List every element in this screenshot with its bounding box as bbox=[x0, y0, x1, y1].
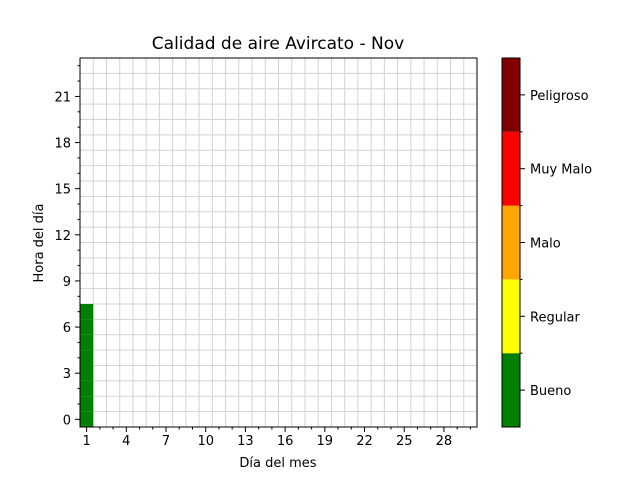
y-tick-label: 3 bbox=[63, 367, 71, 382]
y-tick-label: 18 bbox=[54, 137, 71, 152]
colorbar-label: Peligroso bbox=[530, 89, 589, 104]
y-tick-label: 9 bbox=[63, 275, 71, 290]
colorbar-segment bbox=[502, 58, 520, 132]
colorbar-label: Bueno bbox=[530, 384, 571, 399]
x-tick-label: 19 bbox=[317, 434, 334, 449]
colorbar-segment bbox=[502, 205, 520, 280]
x-tick-label: 4 bbox=[122, 434, 130, 449]
grid bbox=[80, 58, 477, 427]
heatmap-cell bbox=[80, 319, 94, 335]
heatmap-cell bbox=[80, 365, 94, 381]
colorbar: Bueno Regular Malo Muy Malo Peligroso bbox=[501, 57, 592, 428]
heatmap-cell bbox=[80, 334, 94, 351]
x-axis: 1 4 7 10 13 16 19 22 25 28 bbox=[82, 427, 471, 449]
colorbar-segment bbox=[502, 279, 520, 354]
y-tick-label: 0 bbox=[63, 413, 71, 428]
heatmap-cell bbox=[80, 350, 94, 366]
x-tick-label: 10 bbox=[197, 434, 214, 449]
y-tick-label: 6 bbox=[63, 321, 71, 336]
colorbar-frame bbox=[501, 57, 521, 428]
x-tick-label: 7 bbox=[162, 434, 170, 449]
x-tick-label: 22 bbox=[356, 434, 373, 449]
colorbar-label: Regular bbox=[530, 310, 581, 325]
x-tick-label: 25 bbox=[396, 434, 413, 449]
heatmap-cell bbox=[80, 304, 94, 320]
colorbar-segment bbox=[502, 131, 520, 206]
y-tick-label: 15 bbox=[54, 183, 71, 198]
heatmap-cell bbox=[80, 380, 94, 397]
plot-area bbox=[79, 57, 478, 428]
y-axis: 0 3 6 9 12 15 18 21 bbox=[54, 65, 80, 428]
x-tick-label: 13 bbox=[237, 434, 254, 449]
y-axis-label: Hora del día bbox=[32, 204, 47, 283]
x-tick-label: 16 bbox=[277, 434, 294, 449]
heatmap-cell bbox=[80, 411, 94, 427]
colorbar-label: Muy Malo bbox=[530, 163, 592, 178]
colorbar-segment bbox=[502, 353, 520, 427]
x-axis-label: Día del mes bbox=[239, 456, 316, 471]
x-tick-label: 28 bbox=[436, 434, 453, 449]
chart-title: Calidad de aire Avircato - Nov bbox=[152, 34, 404, 54]
heatmap-cell bbox=[80, 396, 94, 412]
heatmap-cells bbox=[80, 304, 94, 427]
colorbar-label: Malo bbox=[530, 237, 561, 252]
y-tick-label: 21 bbox=[54, 90, 71, 105]
x-tick-label: 1 bbox=[82, 434, 90, 449]
y-tick-label: 12 bbox=[54, 229, 71, 244]
